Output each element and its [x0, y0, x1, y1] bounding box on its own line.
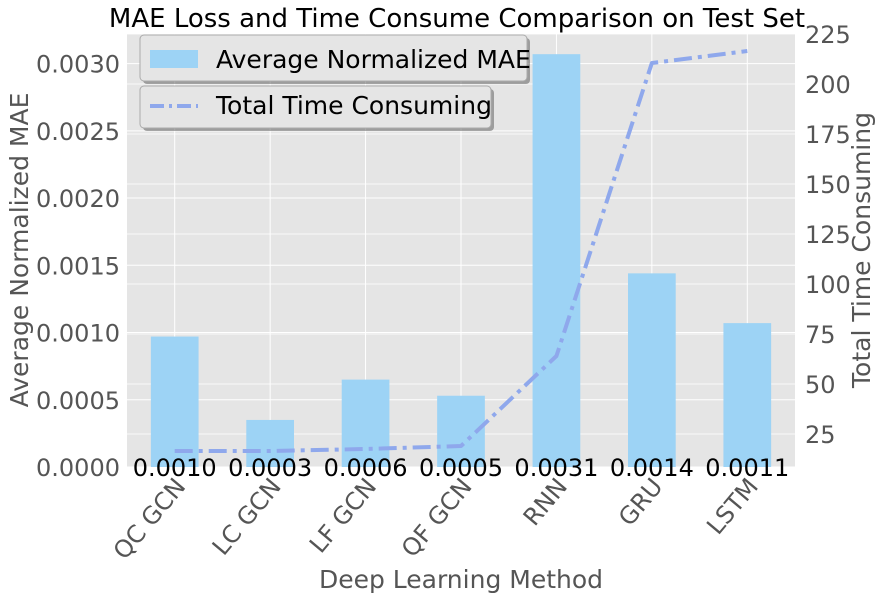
y-axis-label-left: Average Normalized MAE [5, 93, 34, 408]
legend-line-frame [139, 85, 492, 129]
left-tick-label: 0.0000 [36, 454, 120, 482]
time-consuming-line [174, 49, 748, 453]
chart-title: MAE Loss and Time Consume Comparison on … [109, 4, 805, 34]
legend-bar-swatch [150, 50, 198, 68]
left-tick-label: 0.0020 [36, 185, 120, 213]
y-axis-label-right: Total Time Consuming [847, 112, 876, 389]
right-tick-label: 200 [805, 71, 851, 99]
right-tick-label: 100 [805, 271, 851, 299]
bar-data-labels: 0.0010 0.0003 0.0006 0.0005 0.0031 0.0014 0.00… [133, 454, 790, 482]
right-tick-label: 225 [805, 21, 851, 49]
left-tick-label: 0.0005 [36, 387, 120, 415]
left-tick-label: 0.0030 [36, 51, 120, 79]
legend-line: Total Time Consuming [139, 85, 494, 131]
bar-data-label: 0.0006 [324, 454, 408, 482]
legend-bar: Average Normalized MAE [139, 34, 531, 84]
left-tick-label: 0.0010 [36, 320, 120, 348]
bar-data-label: 0.0031 [514, 454, 598, 482]
right-tick-label: 150 [805, 171, 851, 199]
bar-data-label: 0.0014 [610, 454, 694, 482]
right-tick-label: 50 [805, 371, 836, 399]
bar-data-label: 0.0005 [419, 454, 503, 482]
left-axis-ticks: 0.0000 0.0005 0.0010 0.0015 0.0020 0.0025 0.00… [36, 51, 120, 482]
x-tick-label: LC GCN [207, 473, 287, 561]
bar-data-label: 0.0003 [228, 454, 312, 482]
right-axis-ticks: 25 50 75 100 125 150 175 200 225 [805, 21, 851, 449]
left-tick-label: 0.0025 [36, 118, 120, 146]
right-tick-label: 75 [805, 321, 836, 349]
right-tick-label: 125 [805, 221, 851, 249]
legend-bar-label: Average Normalized MAE [216, 45, 531, 74]
x-tick-label: QC GCN [108, 473, 192, 565]
bars [150, 54, 772, 467]
bar-lf-gcn [341, 379, 390, 467]
bar-data-label: 0.0010 [133, 454, 217, 482]
x-tick-label: LF GCN [304, 473, 382, 559]
legend-line-label: Total Time Consuming [215, 91, 492, 120]
bar-data-label: 0.0011 [705, 454, 789, 482]
x-axis-ticks: QC GCN LC GCN LF GCN QF GCN RNN GRU LSTM [108, 473, 764, 565]
right-tick-label: 25 [805, 421, 836, 449]
bar-lc-gcn [246, 419, 294, 467]
bar-rnn [532, 54, 581, 467]
bar-lstm [723, 323, 772, 467]
bar-qc-gcn [150, 336, 199, 467]
x-tick-label: QF GCN [396, 473, 478, 563]
x-axis-label: Deep Learning Method [319, 565, 603, 594]
x-tick-label: LSTM [701, 473, 764, 540]
right-tick-label: 175 [805, 121, 851, 149]
bar-gru [628, 273, 676, 467]
left-tick-label: 0.0015 [36, 252, 120, 280]
legend-bar-frame [139, 34, 528, 82]
time-line [174, 49, 748, 453]
